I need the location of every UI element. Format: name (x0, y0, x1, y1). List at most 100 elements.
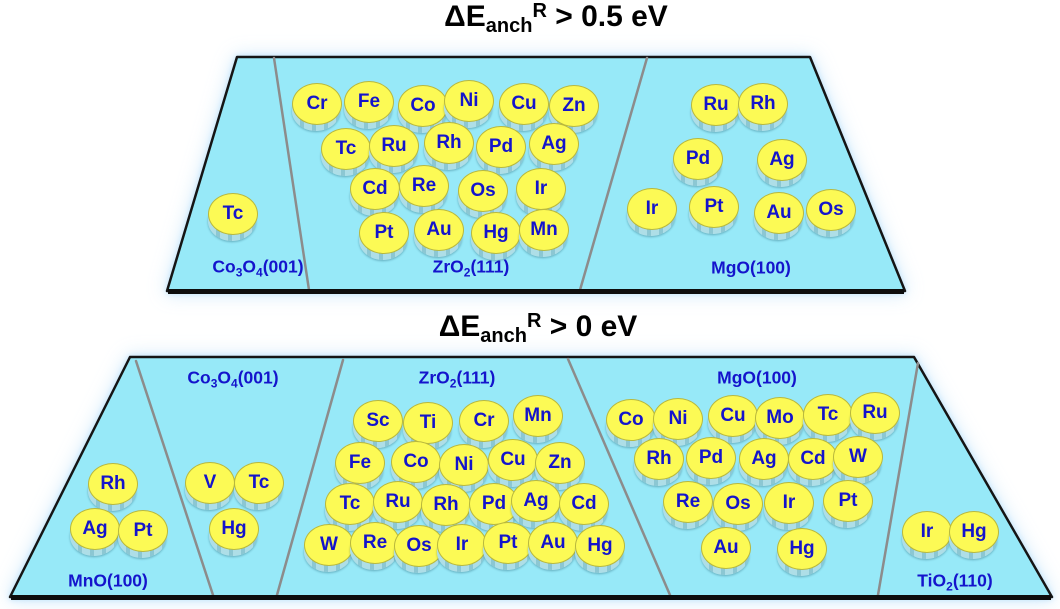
text-run: MnO(100) (68, 570, 148, 591)
element-disc-fe: Fe (344, 81, 394, 129)
element-disc-cr: Cr (292, 83, 342, 131)
text-run: ΔE (438, 310, 481, 343)
element-disc-co: Co (606, 399, 656, 447)
disc-symbol: Ir (627, 188, 677, 230)
disc-symbol: Au (754, 192, 804, 234)
element-disc-hg: Hg (575, 525, 625, 573)
element-disc-au: Au (414, 209, 464, 257)
bottom-panel-divider-4 (876, 361, 920, 597)
sub-run: 3 (235, 265, 243, 279)
section-label-mgo100: MgO(100) (717, 368, 797, 389)
disc-symbol: Ir (437, 524, 487, 566)
element-disc-hg: Hg (209, 508, 259, 556)
disc-symbol: Pd (686, 437, 736, 479)
disc-symbol: Ag (70, 508, 120, 550)
element-disc-pd: Pd (673, 138, 723, 186)
disc-symbol: Os (713, 483, 763, 525)
element-disc-pt: Pt (359, 212, 409, 260)
disc-symbol: Pt (118, 510, 168, 552)
disc-symbol: Ti (403, 402, 453, 444)
disc-symbol: Hg (209, 508, 259, 550)
text-run: Co (187, 367, 211, 388)
disc-symbol: Re (663, 481, 713, 523)
top-panel-divider-2 (578, 56, 649, 292)
sub-run: 2 (449, 376, 457, 390)
disc-symbol: Mn (513, 395, 563, 437)
disc-symbol: Pd (469, 483, 519, 525)
disc-symbol: Tc (325, 483, 375, 525)
element-disc-hg: Hg (471, 212, 521, 260)
element-disc-fe: Fe (335, 442, 385, 490)
sub-run: anch (480, 325, 527, 347)
text-run: O (242, 256, 257, 277)
bottom-panel-divider-3 (566, 357, 672, 597)
disc-symbol: Cd (350, 168, 400, 210)
section-label-zro2111: ZrO2(111) (419, 368, 496, 391)
element-disc-ru: Ru (369, 125, 419, 173)
disc-symbol: W (304, 524, 354, 566)
disc-symbol: Ru (373, 481, 423, 523)
element-disc-re: Re (399, 165, 449, 213)
element-disc-pd: Pd (686, 437, 736, 485)
disc-symbol: Pt (359, 212, 409, 254)
disc-symbol: Cu (708, 395, 758, 437)
sub-run: 4 (231, 376, 238, 390)
text-run: > 0.5 eV (546, 0, 668, 33)
element-disc-ir: Ir (627, 188, 677, 236)
sub-run: 3 (210, 376, 218, 390)
sub-run: 2 (463, 265, 471, 279)
section-label-mgo100: MgO(100) (711, 258, 791, 279)
element-disc-w: W (304, 524, 354, 572)
element-disc-ni: Ni (444, 80, 494, 128)
disc-symbol: Ru (850, 392, 900, 434)
element-disc-ag: Ag (739, 438, 789, 486)
element-disc-mn: Mn (519, 209, 569, 257)
sup-run: R (532, 0, 547, 22)
element-disc-pt: Pt (823, 480, 873, 528)
element-disc-rh: Rh (424, 122, 474, 170)
disc-symbol: Pt (823, 480, 873, 522)
element-disc-hg: Hg (777, 528, 827, 576)
text-run: > 0 eV (541, 310, 638, 343)
disc-symbol: Rh (424, 122, 474, 164)
sub-run: anch (485, 15, 533, 37)
text-run: ZrO (432, 256, 464, 277)
element-disc-tc: Tc (803, 394, 853, 442)
disc-symbol: Rh (634, 438, 684, 480)
disc-symbol: V (185, 462, 235, 504)
disc-symbol: Cu (488, 439, 538, 481)
element-disc-cu: Cu (499, 83, 549, 131)
disc-symbol: Sc (353, 400, 403, 442)
disc-symbol: Hg (575, 525, 625, 567)
element-disc-os: Os (394, 525, 444, 573)
disc-symbol: Re (350, 522, 400, 564)
element-disc-tc: Tc (325, 483, 375, 531)
disc-symbol: Hg (777, 528, 827, 570)
disc-symbol: Ir (764, 482, 814, 524)
disc-symbol: Pt (689, 186, 739, 228)
element-disc-ag: Ag (757, 139, 807, 187)
section-label-zro2111: ZrO2(111) (432, 256, 510, 280)
sup-run: R (526, 310, 542, 332)
top-panel-title: ΔEanchR > 0.5 eV (444, 0, 668, 37)
element-disc-cu: Cu (708, 395, 758, 443)
element-disc-re: Re (350, 522, 400, 570)
element-disc-au: Au (528, 522, 578, 570)
element-disc-rh: Rh (634, 438, 684, 486)
disc-symbol: Zn (535, 442, 585, 484)
disc-symbol: Tc (321, 128, 371, 170)
text-run: (111) (470, 256, 510, 277)
element-disc-cd: Cd (350, 168, 400, 216)
element-disc-pt: Pt (689, 186, 739, 234)
element-disc-ir: Ir (437, 524, 487, 572)
bottom-panel-divider-2 (275, 358, 345, 597)
element-disc-ru: Ru (850, 392, 900, 440)
element-disc-zn: Zn (549, 85, 599, 133)
disc-symbol: Fe (344, 81, 394, 123)
element-disc-ag: Ag (70, 508, 120, 556)
element-disc-ir: Ir (902, 511, 952, 559)
text-run: TiO (917, 570, 947, 591)
element-disc-tc: Tc (234, 462, 284, 510)
element-disc-ag: Ag (511, 480, 561, 528)
section-label-mno100: MnO(100) (68, 571, 148, 592)
